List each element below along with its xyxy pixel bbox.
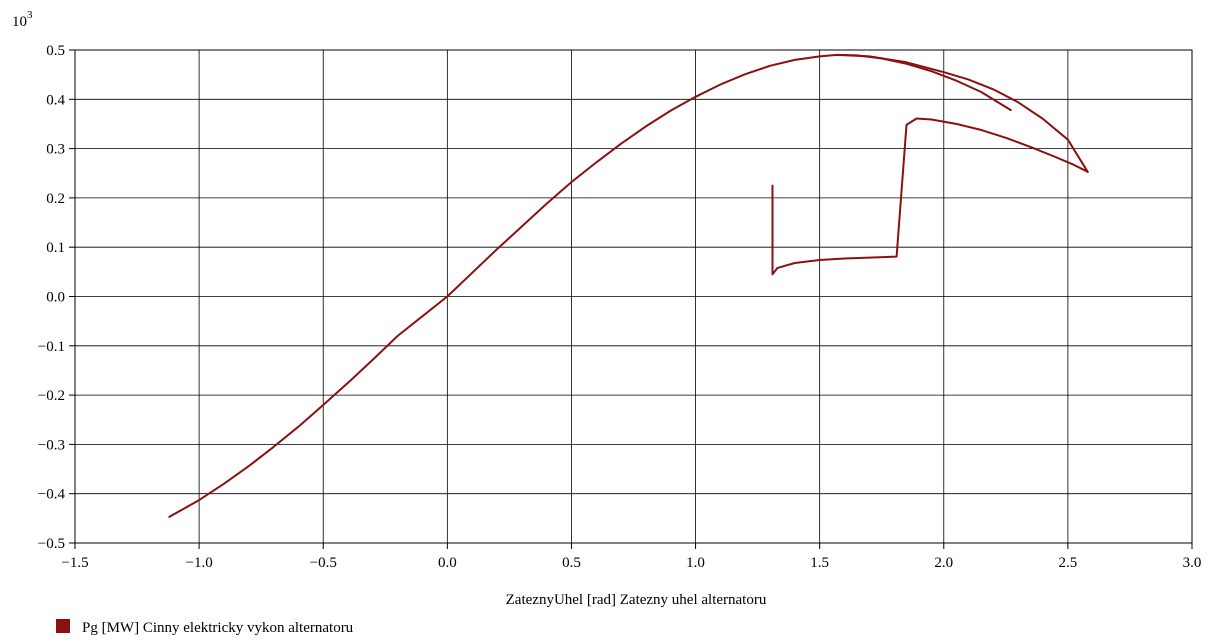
x-tick-label: 1.0	[686, 555, 705, 571]
x-tick-label: 0.0	[438, 555, 457, 571]
x-tick-label: 3.0	[1183, 555, 1202, 571]
x-tick-label: 1.5	[810, 555, 829, 571]
grid-lines	[75, 50, 1192, 543]
axis-ticks	[69, 49, 1193, 549]
y-tick-label: −0.1	[38, 339, 65, 355]
x-tick-label: 2.5	[1059, 555, 1078, 571]
y-tick-labels: −0.5 −0.4 −0.3 −0.2 −0.1 0.0 0.1 0.2 0.3 0.4 0.5	[38, 43, 66, 552]
legend-label: Pg [MW] Cinny elektricky vykon alternato…	[82, 620, 354, 636]
y-tick-label: 0.4	[46, 92, 65, 108]
y-tick-label: −0.4	[38, 487, 66, 503]
y-multiplier: 103	[12, 9, 33, 30]
y-tick-label: −0.2	[38, 388, 65, 404]
series-line-segment	[771, 117, 1089, 276]
y-tick-label: 0.0	[46, 290, 65, 306]
y-tick-label: −0.3	[38, 437, 65, 453]
x-tick-label: −0.5	[310, 555, 337, 571]
legend: Pg [MW] Cinny elektricky vykon alternato…	[56, 619, 354, 636]
y-tick-label: 0.5	[46, 43, 65, 59]
y-multiplier-exp: 3	[27, 9, 33, 21]
y-multiplier-base: 10	[12, 14, 27, 30]
series-line-segment	[168, 53, 1012, 518]
x-tick-label: 2.0	[934, 555, 953, 571]
y-tick-label: 0.3	[46, 142, 65, 158]
y-tick-label: 0.1	[46, 240, 65, 256]
y-tick-label: −0.5	[38, 536, 65, 552]
legend-swatch	[56, 619, 70, 633]
x-axis-label: ZateznyUhel [rad] Zatezny uhel alternato…	[506, 592, 767, 608]
x-tick-label: −1.0	[186, 555, 213, 571]
x-tick-label: 0.5	[562, 555, 581, 571]
x-tick-labels: −1.5 −1.0 −0.5 0.0 0.5 1.0 1.5 2.0 2.5 3.0	[61, 555, 1201, 571]
series-line-segment	[836, 53, 1089, 173]
series-layer	[168, 53, 1089, 518]
x-tick-label: −1.5	[61, 555, 88, 571]
y-tick-label: 0.2	[46, 191, 65, 207]
